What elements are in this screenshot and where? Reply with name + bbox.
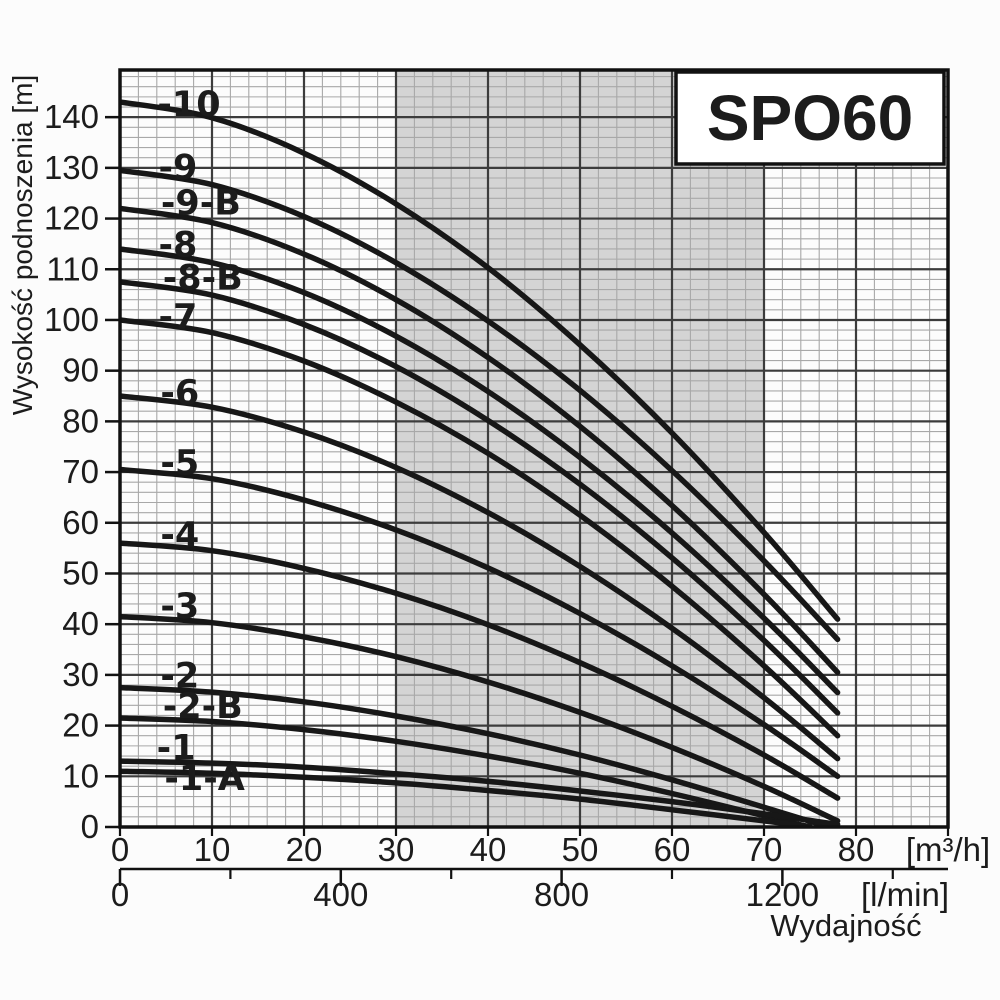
y-axis-tick-label: 110 <box>46 250 99 287</box>
pump-curve--10 <box>120 99 841 622</box>
pump-curve--8 <box>120 246 841 696</box>
y-axis-tick-label: 20 <box>62 707 99 744</box>
pump-curve--1-A <box>120 768 813 827</box>
curve-label--6: -6 <box>160 373 199 413</box>
curve-label--9-B: -9-B <box>161 183 241 223</box>
major-grid-layer <box>120 70 948 827</box>
x-axis-tick-label: 30 <box>378 831 415 868</box>
lmin-axis-tick-label: 800 <box>534 876 589 913</box>
y-axis-tick-label: 80 <box>62 402 99 439</box>
y-axis-tick-label: 100 <box>44 301 99 338</box>
x-axis-unit-m3h: [m³/h] <box>906 831 990 868</box>
y-axis-tick-label: 90 <box>62 352 99 389</box>
x-axis-tick-label: 70 <box>746 831 783 868</box>
curve-labels-layer: -10 -9-9-B-8-8-B-7 -6 -5 -4 -3 -2-2-B-1-1-A <box>157 85 245 799</box>
pump-curve--8-B <box>120 279 841 716</box>
lmin-axis-tick-label: 400 <box>313 876 368 913</box>
y-axis-tick-label: 10 <box>62 757 99 794</box>
curve-label--8-B: -8-B <box>163 258 243 298</box>
title-box <box>674 70 946 166</box>
y-axis-tick-label: 140 <box>44 98 99 135</box>
pump-curve--9 <box>120 167 841 643</box>
chart-title: SPO60 <box>707 82 913 154</box>
curve-label--5: -5 <box>160 443 199 483</box>
x-axis-tick-label: 40 <box>470 831 507 868</box>
y-axis-tick-label: 130 <box>44 149 99 186</box>
y-axis-title: Wysokość podnoszenia [m] <box>7 75 38 416</box>
y-axis-tick-label: 50 <box>62 554 99 591</box>
pump-curves-layer <box>120 99 841 827</box>
pump-curve--5 <box>120 466 841 780</box>
minor-grid-layer <box>120 70 948 827</box>
pump-curve--1 <box>120 758 841 827</box>
pump-curve--4 <box>120 540 841 801</box>
y-axis-tick-label: 30 <box>62 656 99 693</box>
curve-label--8: -8 <box>159 225 198 265</box>
x-axis-tick-label: 80 <box>838 831 875 868</box>
x-axis-tick-label: 50 <box>562 831 599 868</box>
lmin-axis-tick-label: 1200 <box>746 876 819 913</box>
axes-layer: 0 10 20 30 40 50 60 70 80 90 100 110 120 130 140 0 10 20 3… <box>44 98 950 913</box>
curve-label--2-B: -2-B <box>163 687 243 727</box>
pump-curve--6 <box>120 393 841 762</box>
y-axis-tick-label: 70 <box>62 453 99 490</box>
curve-label--3: -3 <box>160 587 199 627</box>
x-axis-title: Wydajność <box>770 908 921 943</box>
lmin-axis-tick-label: 0 <box>111 876 129 913</box>
x-axis-tick-label: 60 <box>654 831 691 868</box>
curve-label--1-A: -1-A <box>164 759 245 799</box>
y-axis-tick-label: 0 <box>81 808 99 845</box>
curve-label--4: -4 <box>160 515 199 555</box>
pump-curve--2 <box>120 684 827 827</box>
curve-label--9: -9 <box>159 148 198 188</box>
y-axis-tick-label: 60 <box>62 504 99 541</box>
y-axis-tick-label: 120 <box>44 200 99 237</box>
pump-curve--7 <box>120 317 841 739</box>
curve-label--10: -10 <box>157 85 220 125</box>
curve-label--2: -2 <box>160 656 199 696</box>
plot-border <box>118 68 950 829</box>
pump-curve--3 <box>120 613 841 824</box>
curve-label--1: -1 <box>157 728 196 768</box>
x-axis-unit-lmin: [l/min] <box>861 876 949 913</box>
y-axis-tick-label: 40 <box>62 605 99 642</box>
x-axis-tick-label: 20 <box>286 831 323 868</box>
curve-label--7: -7 <box>159 297 198 337</box>
pump-curve--9-B <box>120 205 841 676</box>
x-axis-tick-label: 10 <box>194 831 231 868</box>
x-axis-tick-label: 0 <box>111 831 129 868</box>
